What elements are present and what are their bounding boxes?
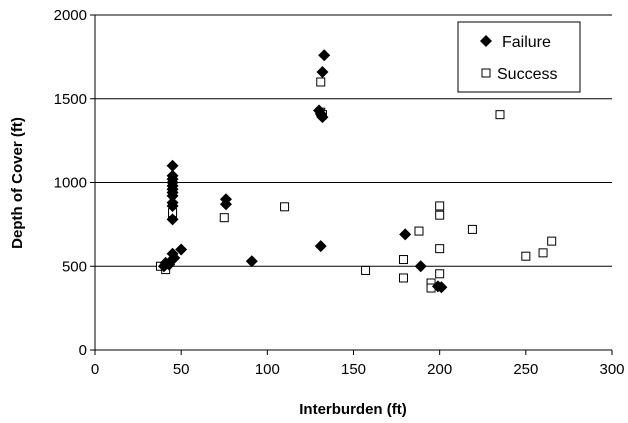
legend-success-marker	[481, 68, 491, 78]
x-tick-label: 250	[513, 361, 538, 378]
failure-point	[219, 193, 232, 206]
success-point	[316, 77, 326, 87]
x-tick-label: 100	[255, 361, 280, 378]
success-point	[547, 236, 557, 246]
y-tick-label: 0	[79, 342, 87, 359]
legend-success-label: Success	[497, 66, 557, 83]
success-point	[538, 248, 548, 258]
failure-point	[245, 255, 258, 268]
x-tick-label: 200	[427, 361, 452, 378]
x-axis-title: Interburden (ft)	[299, 401, 406, 418]
legend: Failure Success	[457, 21, 581, 93]
x-tick-label: 0	[91, 361, 99, 378]
success-point	[361, 265, 371, 275]
x-tick-label: 300	[599, 361, 624, 378]
success-point	[398, 255, 408, 265]
y-tick-label: 2000	[54, 7, 87, 24]
success-point	[414, 226, 424, 236]
y-axis-title: Depth of Cover (ft)	[9, 117, 26, 249]
tick-marks	[90, 14, 613, 355]
success-point	[435, 201, 445, 211]
failure-point	[435, 281, 448, 294]
failure-point	[316, 111, 329, 124]
failure-point	[414, 260, 427, 273]
y-tick-label: 1000	[54, 175, 87, 192]
legend-box	[457, 21, 581, 93]
success-point	[435, 269, 445, 279]
success-point	[435, 244, 445, 254]
success-point	[398, 273, 408, 283]
x-tick-label: 150	[341, 361, 366, 378]
success-point	[521, 251, 531, 261]
success-point	[435, 210, 445, 220]
failure-point	[318, 49, 331, 62]
success-point	[280, 202, 290, 212]
failure-point	[316, 65, 329, 78]
legend-failure-marker	[480, 35, 492, 47]
failure-point	[399, 228, 412, 241]
legend-failure-label: Failure	[502, 34, 551, 51]
failure-point	[314, 240, 327, 253]
success-point	[219, 213, 229, 223]
failure-point	[166, 213, 179, 226]
gridlines	[95, 14, 612, 267]
success-point	[467, 224, 477, 234]
failure-point	[166, 196, 179, 209]
data-points	[155, 49, 557, 294]
failure-point	[166, 159, 179, 172]
success-point	[495, 110, 505, 120]
y-tick-label: 500	[62, 258, 87, 275]
tick-labels: 0 500 1000 1500 2000 0 50 100 150 200 250 300	[54, 7, 625, 378]
failure-point	[166, 169, 179, 182]
failure-point	[175, 243, 188, 256]
failure-point	[166, 247, 179, 260]
y-tick-label: 1500	[54, 91, 87, 108]
x-tick-label: 50	[173, 361, 190, 378]
